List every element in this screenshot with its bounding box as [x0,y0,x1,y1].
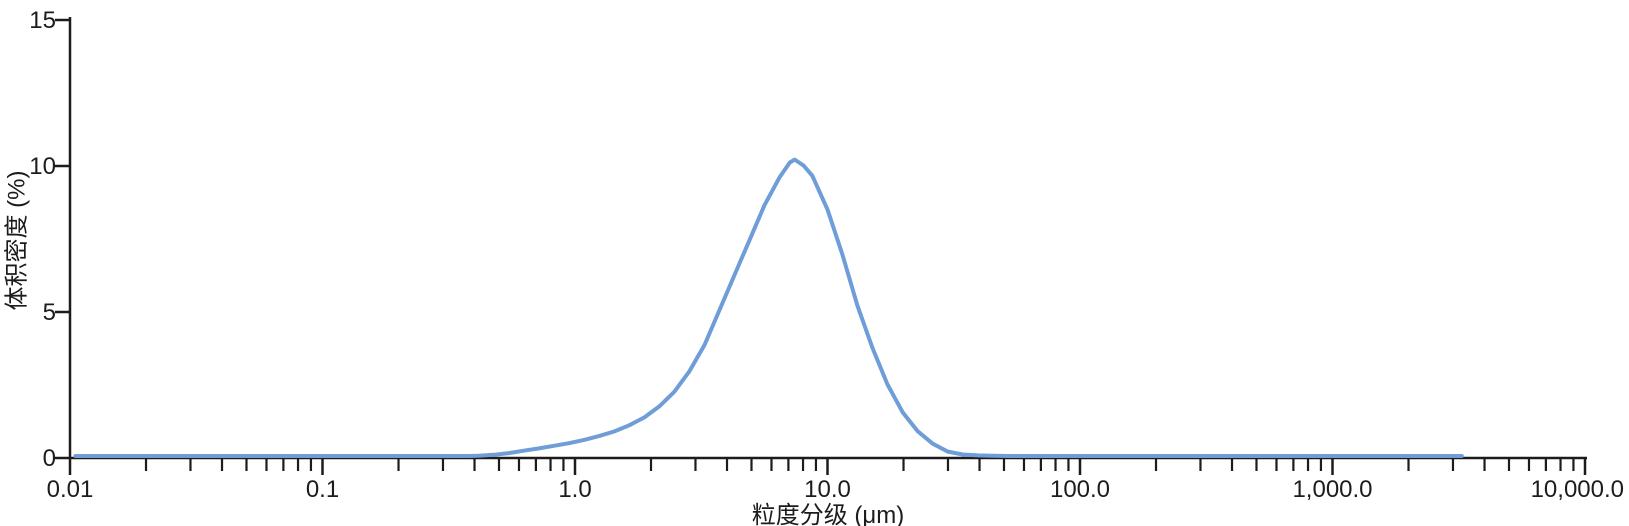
x-tick-label: 0.1 [306,476,339,503]
x-tick-label: 1,000.0 [1292,476,1372,503]
y-tick-label: 0 [43,445,56,472]
y-tick-label: 5 [43,299,56,326]
y-tick-label: 15 [29,7,56,34]
x-tick-label: 10,000.0 [1531,476,1624,503]
x-tick-label: 100.0 [1050,476,1110,503]
density-curve [73,157,1464,458]
y-tick-label: 10 [29,153,56,180]
x-tick-label: 1.0 [558,476,591,503]
x-axis-title: 粒度分级 (μm) [751,502,905,526]
x-tick-label: 0.01 [47,476,94,503]
x-tick-label: 10.0 [804,476,851,503]
y-axis-title: 体积密度 (%) [3,170,31,311]
